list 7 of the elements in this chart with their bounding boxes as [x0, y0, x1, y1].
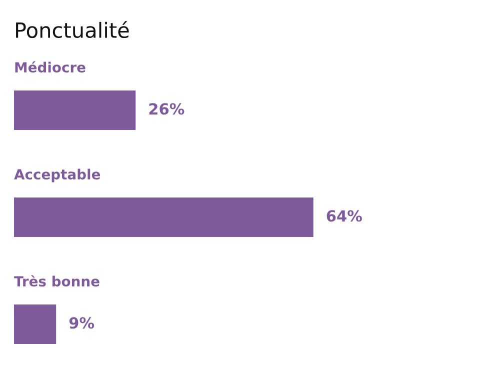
y-tick-label: Acceptable — [14, 168, 100, 182]
y-tick-label: Très bonne — [14, 275, 100, 287]
data-label: 64% — [326, 210, 362, 222]
data-label: 9% — [69, 317, 94, 329]
data-label: 26% — [149, 103, 184, 115]
chart-title: Ponctualité — [16, 21, 129, 38]
y-tick-label: Médiocre — [15, 61, 86, 73]
